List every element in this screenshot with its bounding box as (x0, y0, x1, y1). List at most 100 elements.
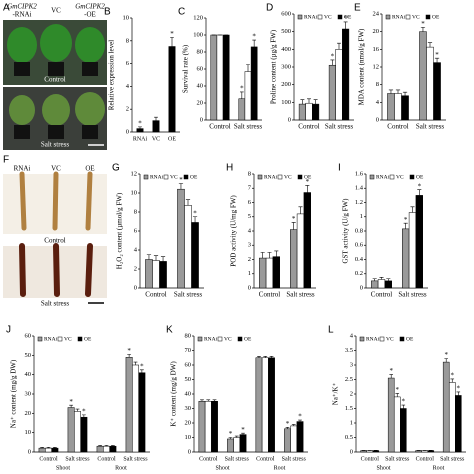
legend-swatch (257, 174, 263, 180)
genotype-label: GmCIPK2 (7, 3, 37, 11)
error-bar (372, 278, 377, 281)
error-bar (389, 374, 394, 379)
y-tick-label: 0.2 (355, 270, 363, 277)
condition-label: Control (44, 76, 65, 84)
bar (152, 120, 160, 133)
panel-letter: I (338, 163, 341, 174)
significance: * (179, 176, 183, 184)
bar (198, 401, 206, 453)
bar (342, 28, 350, 121)
y-tick-label: 8 (248, 170, 251, 177)
group-label: Shoot (215, 465, 229, 471)
error-bar (170, 37, 174, 47)
bar (303, 192, 311, 289)
error-bar (260, 252, 265, 259)
x-tick-label: RNAi (133, 136, 148, 142)
significance: * (170, 30, 174, 38)
error-bar (239, 91, 244, 99)
legend-label: OE (344, 14, 352, 20)
significance: * (82, 407, 86, 415)
significance: * (286, 420, 290, 428)
panel-letter: D (266, 3, 273, 14)
error-bar (257, 356, 261, 358)
significance: * (252, 33, 256, 41)
genotype-label: VC (51, 165, 61, 173)
error-bar (274, 250, 279, 257)
legend-label: RNAi (376, 174, 390, 180)
significance: * (298, 413, 302, 421)
bar (238, 98, 246, 121)
bar (204, 401, 212, 453)
panel-letter: A (3, 3, 10, 14)
genotype-label: VC (51, 7, 61, 15)
bar (244, 71, 252, 121)
y-tick-label: 60 (25, 332, 32, 339)
significance: * (127, 347, 131, 355)
x-tick-label: Salt stress (286, 291, 314, 299)
error-bar (200, 399, 204, 402)
legend-swatch (37, 336, 43, 342)
bar (191, 222, 199, 289)
error-bar (291, 424, 296, 426)
bar (402, 228, 410, 289)
bar (211, 401, 218, 453)
error-bar (98, 445, 103, 447)
legend-label: OE (416, 174, 424, 180)
significance: * (444, 351, 448, 359)
bar (250, 46, 258, 121)
y-axis-label: GST activity (U/g FW) (342, 198, 350, 264)
x-tick-label: Salt stress (225, 456, 250, 462)
error-bar (305, 185, 310, 193)
bar (74, 411, 81, 453)
bar (145, 259, 153, 289)
y-tick-label: 80 (185, 332, 192, 339)
legend-label: VC (412, 14, 420, 20)
y-tick-label: 400 (281, 46, 291, 53)
y-tick-label: 100 (193, 31, 203, 38)
y-axis-label: MDA content (nmol/g FW) (358, 28, 366, 105)
x-tick-label: OE (168, 136, 176, 142)
error-bar (206, 399, 211, 402)
x-tick-label: Salt stress (440, 456, 465, 462)
y-tick-label: 1 (248, 270, 251, 277)
error-bar (133, 361, 138, 365)
y-tick-label: 10 (25, 429, 32, 436)
bar (408, 212, 417, 289)
error-bar (127, 354, 132, 358)
y-tick-label: 6 (134, 227, 138, 234)
error-bar (402, 91, 408, 96)
legend-swatch (405, 14, 411, 20)
y-tick-label: 600 (281, 10, 291, 17)
x-tick-label: Control (298, 123, 319, 131)
error-bar (185, 199, 191, 206)
y-tick-label: 0 (360, 284, 363, 291)
significance: * (421, 20, 425, 28)
bar (284, 428, 291, 453)
y-tick-label: 4 (376, 99, 380, 106)
y-axis-label: POD activity (U/mg FW) (230, 195, 238, 267)
legend-swatch (77, 336, 83, 342)
y-axis-label: Survival rate (%) (182, 44, 190, 93)
y-axis-label: Na⁺/K⁺ (332, 382, 340, 405)
y-tick-label: 7 (248, 185, 252, 192)
error-bar (40, 447, 45, 449)
x-tick-label: Salt stress (234, 123, 262, 131)
y-tick-label: 4 (134, 246, 138, 253)
legend-label: VC (386, 336, 394, 342)
error-bar (444, 358, 449, 363)
y-tick-label: 2 (126, 106, 129, 113)
legend-label: RNAi (264, 174, 278, 180)
error-bar (379, 277, 384, 280)
bar (239, 434, 247, 453)
significance: * (69, 398, 73, 406)
error-bar (178, 183, 184, 190)
x-tick-label: Control (256, 456, 275, 462)
y-tick-label: 20 (25, 410, 32, 417)
panel-letter: H (226, 163, 233, 174)
legend-swatch (57, 336, 63, 342)
legend-swatch (369, 174, 375, 180)
legend-swatch (197, 336, 203, 342)
y-tick-label: 12 (131, 170, 138, 177)
error-bar (153, 255, 159, 261)
